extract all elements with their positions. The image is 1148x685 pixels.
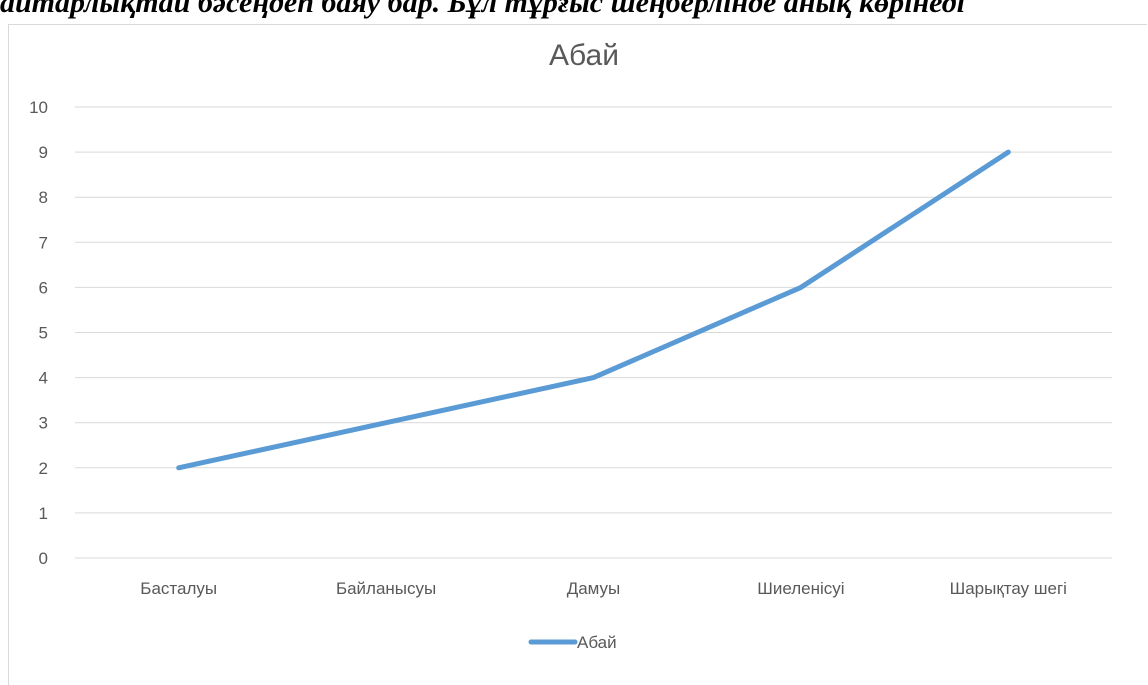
y-tick-label: 3	[39, 414, 48, 433]
y-tick-label: 4	[39, 369, 48, 388]
y-tick-label: 5	[39, 324, 48, 343]
y-tick-label: 0	[39, 549, 48, 568]
chart-title: Абай	[549, 39, 619, 72]
x-axis-ticks: Басталуы Байланысуы Дамуы Шиеленісуі Шарықта…	[140, 579, 1067, 598]
x-tick-label: Шиеленісуі	[757, 579, 844, 598]
y-tick-label: 1	[39, 504, 48, 523]
y-axis-ticks: 0 1 2 3 4 5 6 7 8 9 10	[29, 98, 48, 568]
x-tick-label: Дамуы	[567, 579, 621, 598]
legend-label: Абай	[577, 633, 617, 652]
series-line	[179, 152, 1009, 468]
series-layer	[179, 152, 1009, 468]
x-tick-label: Басталуы	[140, 579, 217, 598]
y-tick-label: 6	[39, 278, 48, 297]
y-tick-label: 10	[29, 98, 48, 117]
y-tick-label: 7	[39, 233, 48, 252]
x-tick-label: Шарықтау шегі	[950, 579, 1067, 598]
legend: Абай	[531, 633, 617, 652]
y-tick-label: 2	[39, 459, 48, 478]
x-tick-label: Байланысуы	[336, 579, 436, 598]
y-tick-label: 9	[39, 143, 48, 162]
y-tick-label: 8	[39, 188, 48, 207]
gridlines	[75, 107, 1112, 558]
